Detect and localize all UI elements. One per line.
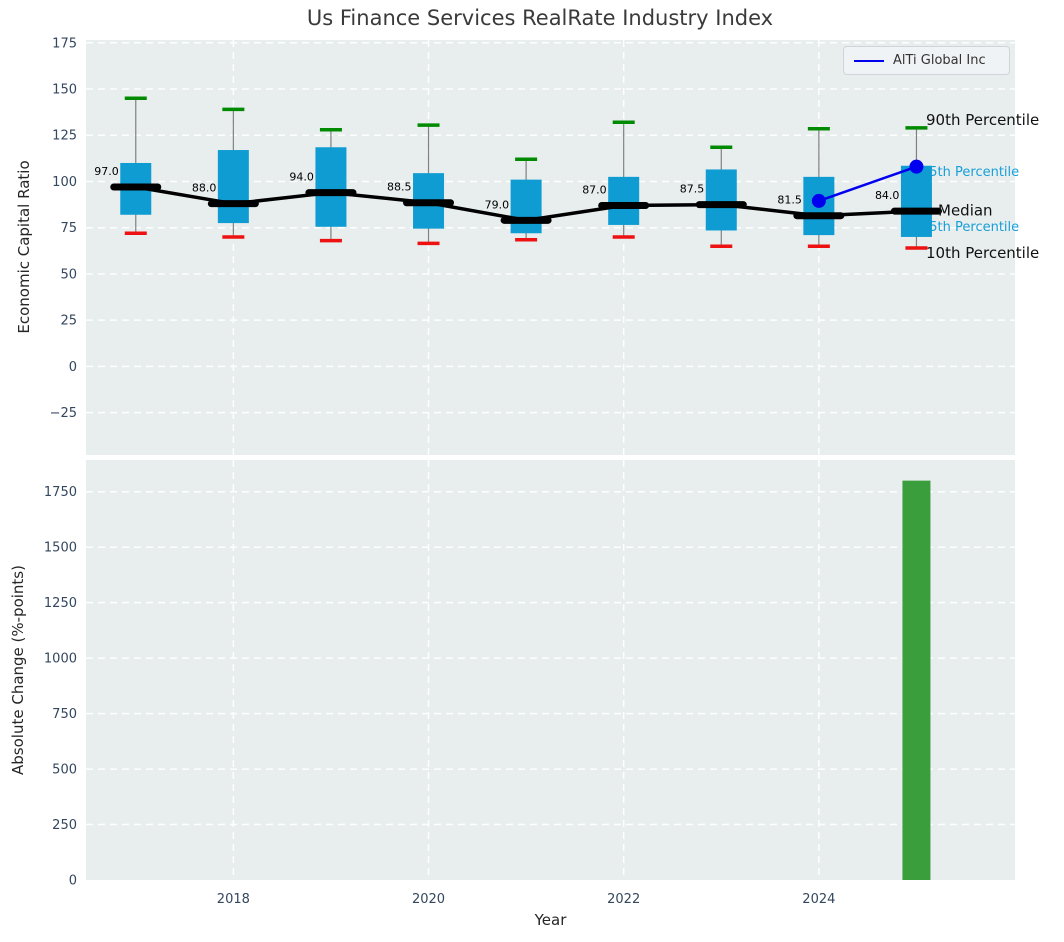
top-y-tick-label: 100 [52,175,77,190]
median-annotation: 94.0 [289,171,314,184]
top-panel [86,40,1015,455]
bottom-y-tick-label: 1750 [44,485,77,500]
alti-line [818,165,917,203]
median-annotation: 97.0 [94,165,119,178]
top-y-tick-label: 125 [52,129,77,144]
percentile-label-cyan: 25th Percentile [921,220,1019,235]
median-annotation: 87.0 [582,184,607,197]
alti-point [811,193,826,208]
bottom-y-tick-label: 0 [69,874,77,889]
iqr-box [315,147,347,227]
iqr-box [510,179,542,234]
bottom-y-tick-label: 500 [52,763,77,778]
chart-title: Us Finance Services RealRate Industry In… [306,6,774,30]
top-y-tick-label: −25 [50,406,77,421]
bottom-y-tick-label: 1250 [44,596,77,611]
top-y-tick-label: 175 [52,36,77,51]
iqr-box [900,165,932,237]
percentile-label-black: Median [938,202,993,220]
iqr-box [608,176,640,225]
iqr-box [705,169,737,231]
percentile-label-black: 90th Percentile [926,111,1039,129]
median-annotation: 88.0 [192,182,217,195]
top-y-tick-label: 150 [52,83,77,98]
top-y-tick-label: 25 [60,314,77,329]
legend: AlTi Global Inc [843,46,1010,75]
bottom-y-tick-label: 750 [52,707,77,722]
median-annotation: 88.5 [387,181,412,194]
bottom-y-tick-label: 1000 [44,652,77,667]
median-annotation: 84.0 [875,189,900,202]
bottom-y-axis-label: Absolute Change (%-points) [9,565,27,775]
x-tick-label: 2018 [217,892,250,907]
median-annotation: 79.0 [485,198,510,211]
legend-label: AlTi Global Inc [893,53,986,68]
percentile-label-cyan: 75th Percentile [921,165,1019,180]
top-y-tick-label: 0 [69,360,77,375]
iqr-box [217,150,249,224]
top-y-axis-label: Economic Capital Ratio [15,160,33,334]
x-tick-label: 2024 [802,892,835,907]
percentile-label-black: 10th Percentile [926,244,1039,262]
bottom-y-tick-label: 250 [52,818,77,833]
top-y-tick-label: 50 [60,267,77,282]
bottom-panel [86,460,1015,880]
x-tick-label: 2022 [607,892,640,907]
x-axis-label: Year [534,911,567,929]
change-bar [902,480,931,880]
legend-line-swatch [854,59,884,62]
top-y-tick-label: 75 [60,221,77,236]
median-annotation: 81.5 [777,194,802,207]
bottom-y-tick-label: 1500 [44,541,77,556]
median-annotation: 87.5 [680,183,705,196]
x-tick-label: 2020 [412,892,445,907]
alti-point [909,159,924,174]
